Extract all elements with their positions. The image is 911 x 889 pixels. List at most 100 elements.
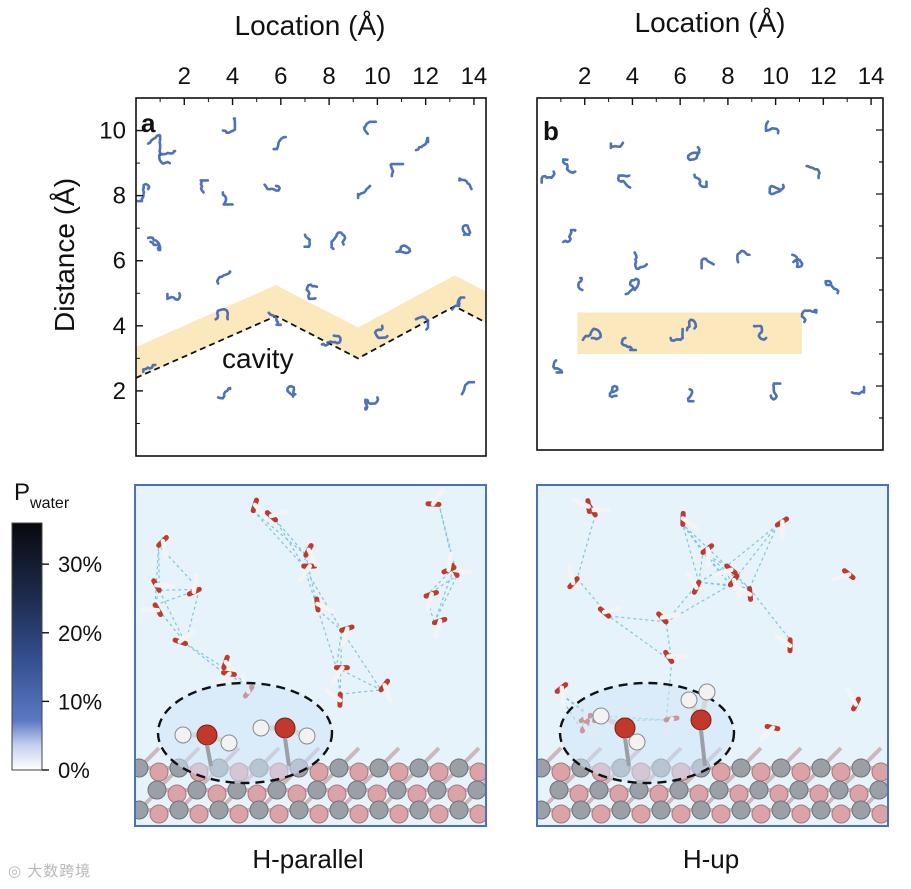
surface-atom <box>307 780 327 800</box>
water-molecule <box>306 547 319 567</box>
hydrogen-bond <box>317 609 342 631</box>
water-molecule <box>659 612 681 620</box>
surface-atom <box>831 804 851 824</box>
panel-b-trajectory <box>800 308 818 324</box>
water-molecule <box>705 546 712 568</box>
panel-b-trajectory <box>769 382 782 401</box>
water-molecule <box>759 725 776 742</box>
hydrogen-bond <box>339 630 343 695</box>
water-molecule <box>601 605 623 615</box>
panel-b-trajectory <box>633 251 649 271</box>
panel-a-trajectory <box>389 162 405 178</box>
surface-atom <box>789 780 809 800</box>
panel-a-trajectory <box>146 236 162 252</box>
panel-a-trajectories <box>136 117 476 411</box>
hydrogen-bond <box>726 565 750 589</box>
surface-atom <box>709 780 729 800</box>
panel-b-trajectory <box>685 318 698 332</box>
panel-a-xtick-label: 6 <box>274 63 287 90</box>
surface-atom <box>751 804 771 824</box>
hydrogen-atom <box>592 707 610 725</box>
cavity-label: cavity <box>222 343 294 374</box>
surface-link <box>205 744 213 767</box>
water-molecule <box>430 488 446 507</box>
oxygen-atom <box>614 717 636 739</box>
hydrogen-bond <box>729 524 778 586</box>
panel-b-trajectory <box>620 336 638 352</box>
surface-atom <box>149 762 169 782</box>
surface-atom <box>389 804 409 824</box>
water-molecule <box>845 687 859 707</box>
water-molecule <box>685 571 699 590</box>
surface-atom <box>809 784 829 804</box>
panel-a-trajectory <box>221 191 234 206</box>
panel-b-trajectories <box>540 120 866 403</box>
snapshot-h-parallel-frame <box>134 484 487 827</box>
panel-a-trajectory <box>146 133 162 157</box>
surface-atom <box>589 780 609 800</box>
panel-a-trajectory <box>272 135 287 151</box>
panel-a-trajectory <box>364 396 380 411</box>
panel-a-trajectory <box>395 244 412 255</box>
panel-a-trajectory <box>221 117 237 134</box>
surface-atom <box>269 804 289 824</box>
panel-a-ytick-label: 4 <box>113 313 126 340</box>
panel-a-trajectory <box>458 177 473 191</box>
panel-a-trajectory <box>214 308 229 321</box>
hydrogen-bond <box>702 551 750 589</box>
panel-b-frame <box>536 97 884 451</box>
panel-a-xtick-label: 12 <box>412 63 439 90</box>
panel-a-trajectory <box>320 334 342 347</box>
hydrogen-bond <box>682 524 700 583</box>
surface-atom <box>488 785 506 803</box>
label-h-parallel: H-parallel <box>252 844 363 874</box>
hydrogen-bond <box>185 643 224 674</box>
panel-a-ytick-label: 10 <box>99 118 126 145</box>
panel-a-trajectory <box>414 136 430 152</box>
water-molecule <box>324 688 343 703</box>
panel-a-frame <box>135 97 487 457</box>
panel-a-xtick-label: 2 <box>178 63 191 90</box>
panel-b-trajectory <box>686 145 701 162</box>
surface-atom <box>429 804 449 824</box>
surface-atom <box>749 780 769 800</box>
colorbar-tick-label: 10% <box>58 689 102 714</box>
panel-b-trajectory <box>669 327 684 342</box>
water-molecule <box>160 538 169 560</box>
panel-b-xtick-label: 14 <box>858 63 885 90</box>
hydrogen-bond <box>154 588 200 606</box>
hydrogen-atom <box>298 727 316 745</box>
hydrogen-bond <box>335 667 341 695</box>
panel-b: 2 4 6 8 10 12 14 b <box>536 63 885 451</box>
panel-b-xtick-label: 8 <box>721 63 734 90</box>
surface-atom <box>669 780 689 800</box>
surface-atom <box>849 784 869 804</box>
water-molecule <box>298 563 313 583</box>
surface-atom <box>229 804 249 824</box>
hydrogen-bond <box>185 642 225 669</box>
panel-a-trajectory <box>305 283 319 301</box>
hydrogen-bond <box>252 510 305 567</box>
panel-b-trajectory <box>540 170 556 184</box>
surface-atom <box>387 780 407 800</box>
surface-atom <box>249 800 269 820</box>
hydrogen-bond <box>698 581 731 586</box>
panel-b-trajectory <box>561 228 577 244</box>
highlight-band <box>577 312 802 354</box>
panel-a-trajectory <box>215 270 232 285</box>
surface-atom <box>309 804 329 824</box>
panel-b-trajectory <box>609 141 625 150</box>
hydrogen-atom <box>220 734 238 752</box>
surface-atom <box>329 758 349 778</box>
surface-atom <box>711 804 731 824</box>
hydrogen-atom <box>252 719 270 737</box>
surface-atom <box>551 804 571 824</box>
hydrogen-atom <box>698 683 716 701</box>
panel-b-xtick-label: 6 <box>673 63 686 90</box>
panel-b-trajectory <box>736 249 751 264</box>
water-molecule <box>774 634 793 649</box>
surface-atom <box>731 800 751 820</box>
water-molecule <box>315 601 335 614</box>
surface-atom <box>769 784 789 804</box>
